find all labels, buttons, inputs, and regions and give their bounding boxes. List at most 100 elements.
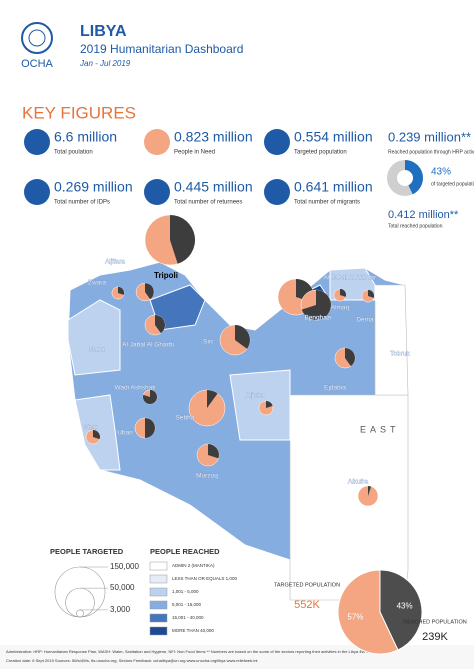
legend-class-label: MORE THAN 40,000 — [172, 628, 214, 633]
region-label: Al Jabal Al Akhdar — [324, 275, 377, 282]
region-label: Aljufra — [246, 393, 265, 400]
region-label: Dema — [356, 317, 374, 324]
figure-value: 0.239 million** — [388, 129, 471, 144]
legend-circle — [65, 587, 95, 618]
region-label: Al Jabal Al Gharbi — [122, 342, 174, 349]
share-caption: of targeted population — [431, 181, 474, 187]
footer-line: Creation date: 6 Sept 2019 Sources: 5Ws/… — [6, 658, 258, 663]
figure-label: Total reached population — [388, 223, 443, 229]
bubble-reached — [155, 315, 165, 334]
region-label: Ejdabia — [324, 385, 346, 392]
bubble-reached — [368, 486, 372, 496]
bubble-reached — [145, 283, 154, 300]
region-label: Tobruk — [390, 351, 410, 358]
bubble-reached — [266, 400, 273, 408]
region-label: Zwara — [88, 280, 106, 287]
region-label: Almarj — [331, 305, 349, 312]
region-label: Murzuq — [196, 473, 218, 480]
bubble-reached — [170, 214, 195, 264]
share-wedge — [405, 160, 423, 195]
region — [67, 299, 121, 376]
legend-swatch — [149, 574, 168, 584]
share-label: 43% — [431, 167, 451, 178]
bubble-reached — [340, 288, 347, 297]
bubble-reached — [118, 286, 125, 295]
legend-swatch — [149, 613, 168, 623]
legend-class-label: 1,001 - 5,000 — [172, 589, 199, 594]
legend-title: PEOPLE REACHED — [150, 547, 220, 556]
icon — [144, 179, 170, 205]
figure-value: 0.412 million** — [388, 209, 459, 221]
legend-swatch — [149, 600, 168, 610]
region-label: Benghazi — [304, 315, 331, 322]
legend-size-label: 150,000 — [110, 562, 139, 571]
figure-label: Reached population through HRP activitie… — [388, 149, 474, 155]
bubble-reached — [368, 289, 375, 298]
legend-circle — [54, 566, 106, 618]
legend-circle — [76, 609, 84, 618]
region — [374, 284, 409, 396]
figure-label: Total number of IDPs — [54, 200, 110, 206]
legend-class-label: 5,001 - 15,000 — [172, 602, 202, 607]
figure-label: Total number of migrants — [294, 200, 360, 206]
legend-class-label: LESS THAN OR EQUALS 1,000 — [172, 576, 237, 581]
legend-class-label: ADMIN 2 (MANTIKA) — [172, 563, 215, 568]
bubble-reached — [345, 348, 356, 367]
region-label: Sirt — [203, 339, 213, 346]
figure-value: 6.6 million — [54, 129, 117, 145]
legend-size-label: 3,000 — [110, 605, 131, 614]
bubble-reached — [207, 389, 218, 408]
region-label: Ghat — [83, 425, 97, 432]
legend-title: PEOPLE TARGETED — [50, 547, 124, 556]
map — [67, 261, 409, 601]
summary-value: 552K — [294, 599, 320, 611]
summary-title: REACHED POPULATION — [403, 619, 466, 625]
figure-value: 0.554 million — [294, 129, 373, 145]
bubble-reached — [208, 444, 219, 459]
summary-wedge — [337, 569, 399, 655]
area-label: EAST — [360, 424, 400, 434]
region-label: Sebha — [176, 415, 195, 422]
bubble-reached — [93, 429, 101, 440]
share-hole — [397, 170, 413, 186]
figure-label: Targeted population — [294, 150, 347, 156]
icon — [264, 129, 290, 155]
bubble-reached — [142, 389, 158, 405]
icon — [144, 129, 170, 155]
summary-wedge — [379, 569, 423, 651]
legend-swatch — [149, 561, 168, 571]
summary-title: TARGETED POPULATION — [274, 582, 340, 588]
icon — [24, 179, 50, 205]
figure-label: Total poulation — [54, 150, 93, 156]
icon — [264, 179, 290, 205]
icon — [24, 129, 50, 155]
period: Jan - Jul 2019 — [79, 59, 131, 68]
region-label: Wadi Ashshati — [115, 385, 156, 392]
legend-class-label: 15,001 - 40,000 — [172, 615, 204, 620]
summary-value: 239K — [422, 631, 448, 643]
legend-swatch — [149, 626, 168, 636]
legend-size-label: 50,000 — [110, 583, 135, 592]
title: LIBYA — [80, 23, 127, 40]
figure-label: People in Need — [174, 150, 215, 156]
region-label: Nalut — [89, 347, 104, 354]
bubble-reached — [145, 418, 155, 438]
region-label: Alkufra — [348, 479, 369, 486]
region-label: Aljifara — [105, 259, 125, 266]
legend-swatch — [149, 587, 168, 597]
summary-label: 43% — [397, 602, 413, 611]
figure-value: 0.823 million — [174, 129, 253, 145]
un-logo — [21, 22, 53, 54]
figure-value: 0.445 million — [174, 179, 253, 195]
figure-value: 0.269 million — [54, 179, 133, 195]
key-figures-title: KEY FIGURES — [22, 103, 136, 122]
summary-label: 57% — [347, 613, 363, 622]
region-label: Ubari — [117, 430, 133, 437]
region-label: Tripoli — [154, 271, 178, 280]
bubble-reached — [301, 290, 332, 320]
footer-line: Administrative: HRP: Humanitarian Respon… — [6, 649, 393, 654]
figure-value: 0.641 million — [294, 179, 373, 195]
figure-label: Total number of returnees — [174, 200, 242, 206]
subtitle: 2019 Humanitarian Dashboard — [80, 42, 243, 56]
